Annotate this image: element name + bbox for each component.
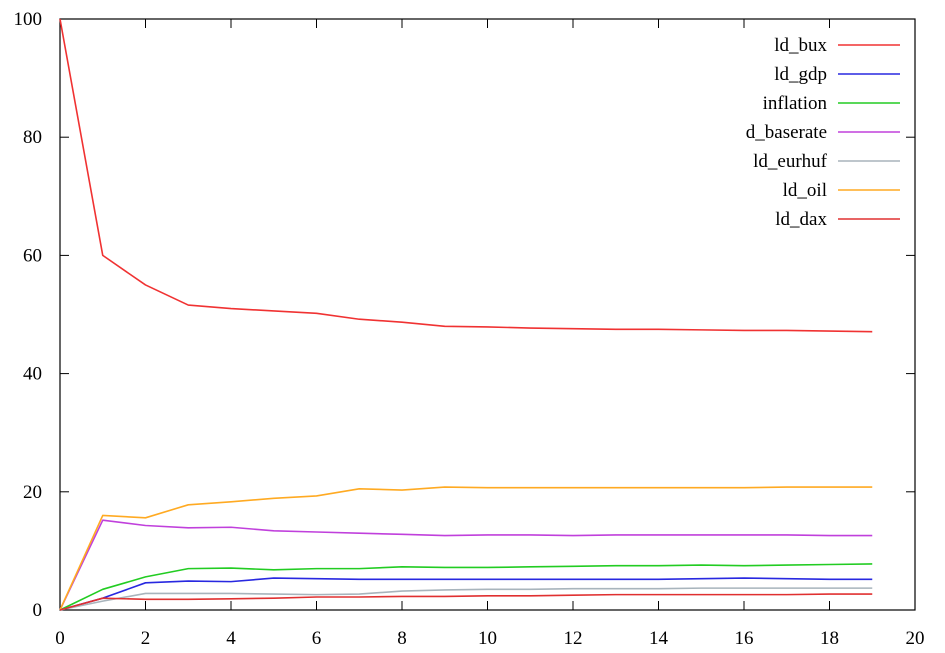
series-line-ld-dax	[59, 593, 873, 611]
x-tick-label: 0	[55, 628, 65, 649]
series-line-inflation	[59, 563, 873, 611]
legend: ld_bux ld_gdp inflation d_baserate ld_eurhuf…	[746, 35, 900, 230]
series-line-d-baserate	[59, 519, 873, 611]
x-tick-label: 18	[820, 628, 839, 649]
x-tick-label: 14	[649, 628, 669, 649]
x-tick-label: 2	[141, 628, 151, 649]
y-tick-label: 0	[33, 600, 43, 621]
series-line-ld-eurhuf	[59, 587, 873, 611]
series-line-ld-oil	[59, 486, 873, 611]
legend-label-ld-bux: ld_bux	[774, 35, 827, 56]
series-line-ld-gdp	[59, 577, 873, 611]
x-tick-label: 12	[564, 628, 583, 649]
y-tick-label: 80	[23, 127, 42, 148]
legend-label-ld-oil: ld_oil	[783, 180, 827, 201]
series-layer	[59, 18, 873, 611]
series-line-ld-bux	[59, 18, 873, 333]
legend-label-ld-dax: ld_dax	[775, 209, 827, 230]
x-tick-label: 16	[735, 628, 754, 649]
y-tick-label: 60	[23, 245, 42, 266]
legend-label-ld-gdp: ld_gdp	[774, 64, 827, 85]
axis-ticks: 0 2 4 6 8 10 12 14 16 18 20 0 20 40 60 80 100	[14, 9, 925, 649]
legend-label-ld-eurhuf: ld_eurhuf	[753, 151, 828, 172]
x-tick-label: 6	[312, 628, 322, 649]
x-tick-label: 10	[478, 628, 497, 649]
legend-label-d-baserate: d_baserate	[746, 122, 827, 143]
x-tick-label: 4	[226, 628, 236, 649]
legend-label-inflation: inflation	[763, 93, 828, 114]
y-tick-label: 40	[23, 364, 42, 385]
y-tick-label: 100	[14, 9, 43, 30]
x-tick-label: 20	[906, 628, 925, 649]
x-tick-label: 8	[397, 628, 407, 649]
y-tick-label: 20	[23, 482, 42, 503]
